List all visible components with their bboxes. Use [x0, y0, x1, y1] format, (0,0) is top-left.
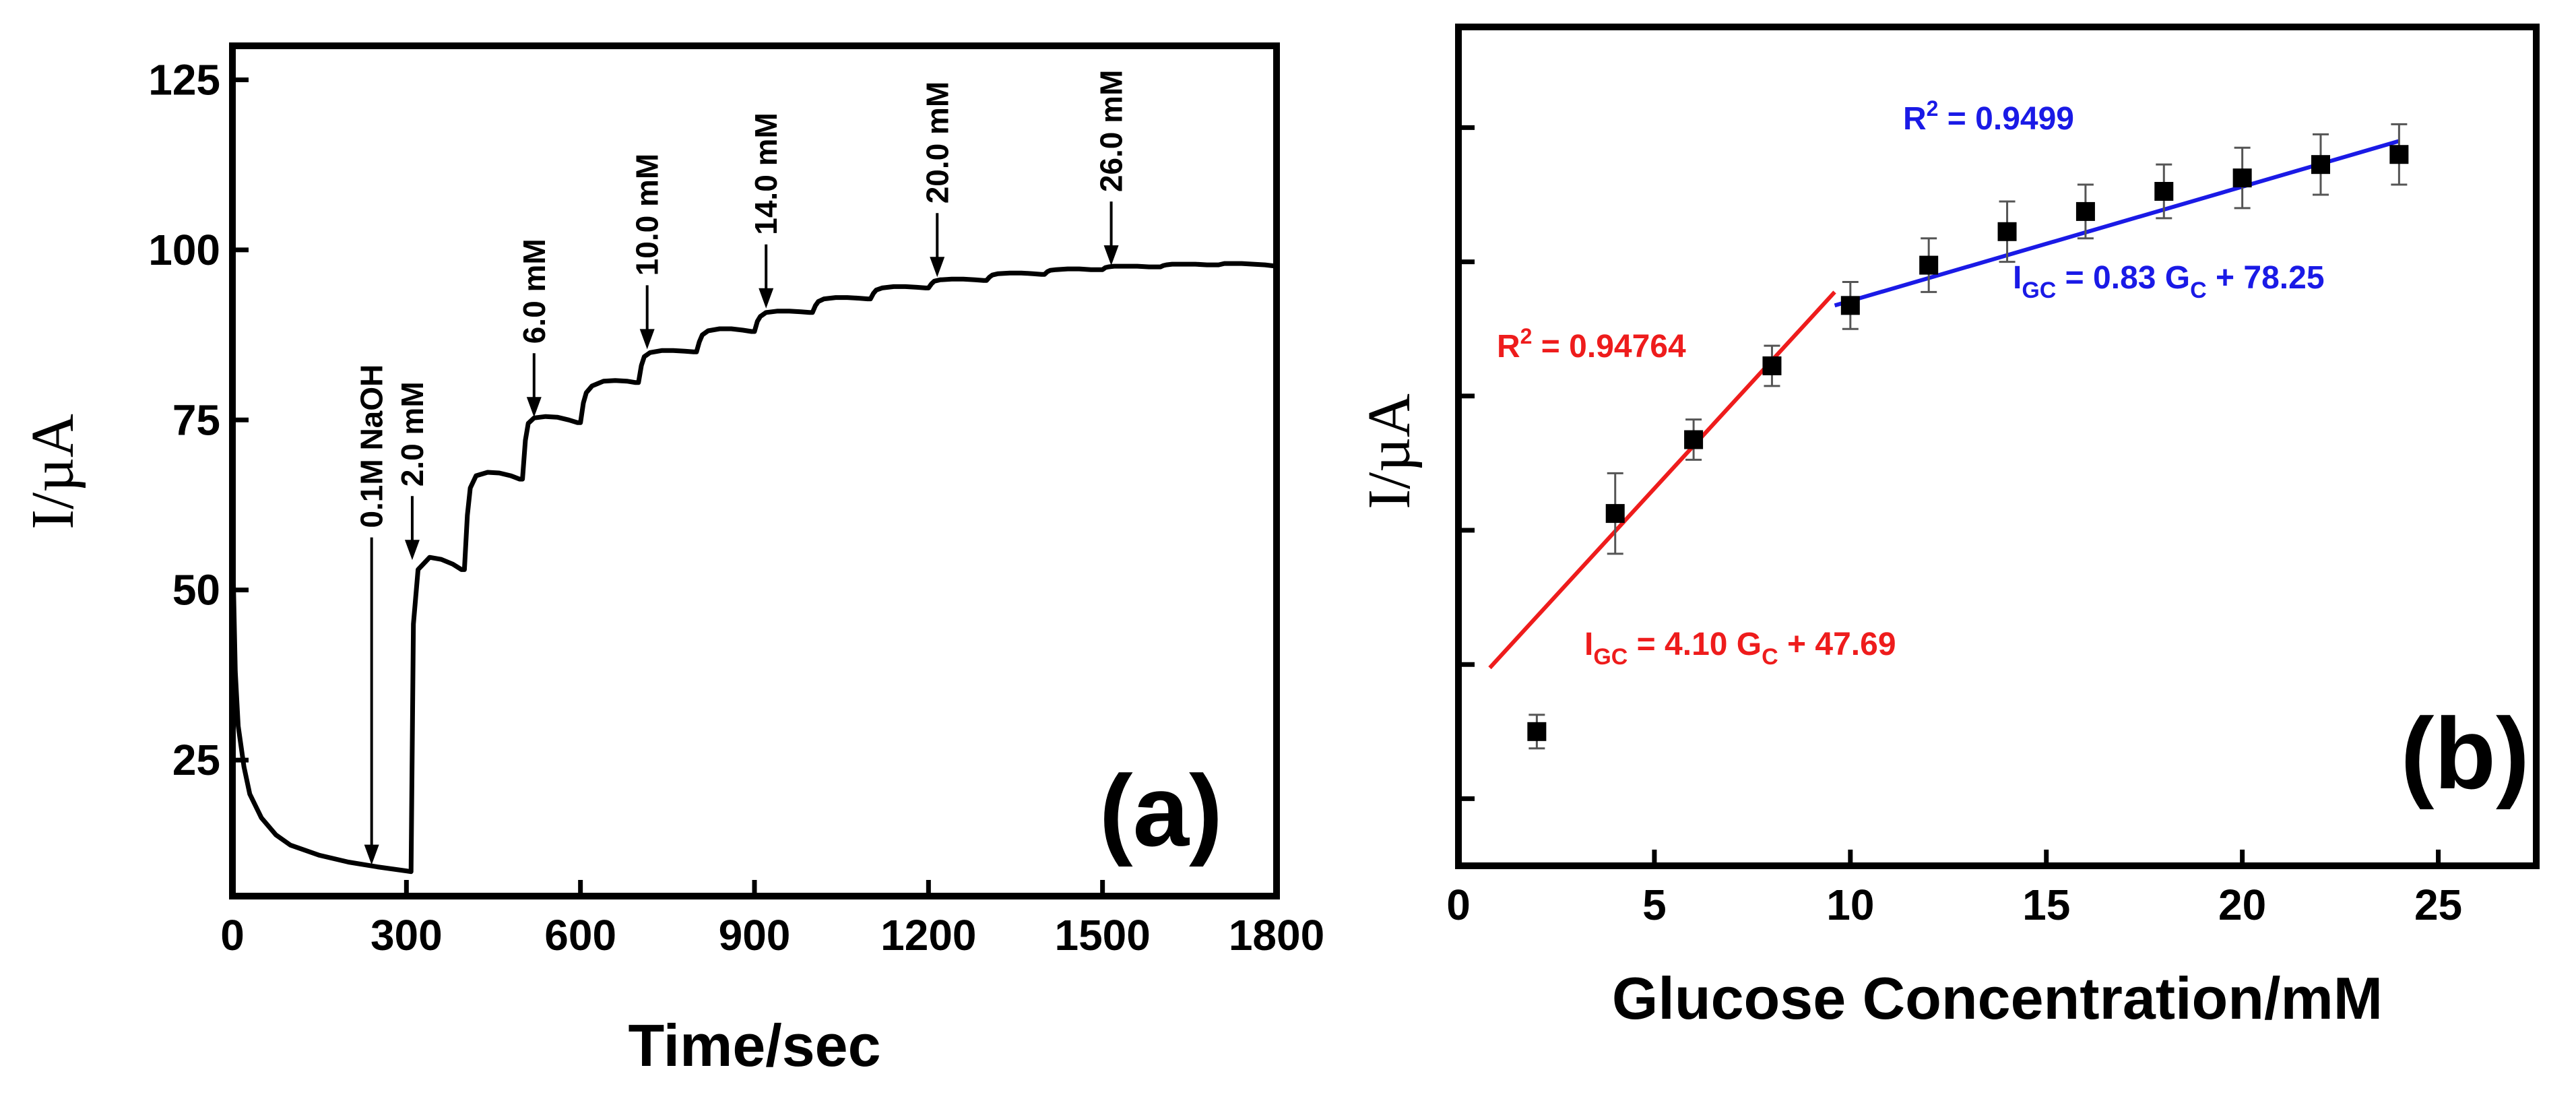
plot-frame-b — [1455, 24, 2540, 869]
annotation-label: 6.0 mM — [517, 239, 552, 344]
data-points — [1527, 123, 2409, 750]
x-tick-label-a: 900 — [719, 911, 791, 959]
x-tick-label-a: 1800 — [1229, 911, 1324, 959]
x-tick-label-a: 1200 — [880, 911, 976, 959]
y-tick-label-a: 50 — [172, 566, 220, 614]
annotation-arrowhead — [364, 844, 379, 865]
y-ticks-b — [1458, 125, 1475, 801]
data-point — [1997, 222, 2017, 241]
fit-lines — [1488, 139, 2400, 670]
y-axis-title-b: I/µA — [1356, 393, 1423, 509]
panel-label-b: (b) — [2400, 697, 2530, 810]
x-tick-label-b: 0 — [1446, 881, 1471, 929]
data-point — [2232, 168, 2252, 188]
annotation-arrowhead — [930, 257, 945, 278]
concentration-annotations: 0.1M NaOH 2.0 mM 6.0 mM 10.0 mM 14.0 mM 20.0 … — [354, 70, 1129, 865]
panel-a: 25 50 75 100 125 0 300 600 900 1200 1500 1800 0.1M… — [20, 42, 1324, 1079]
y-ticks-a: 25 50 75 100 125 — [148, 55, 249, 784]
data-point — [1919, 255, 1939, 275]
x-tick-label-b: 20 — [2218, 881, 2266, 929]
annotation-label: 10.0 mM — [630, 154, 665, 276]
data-point — [1684, 430, 1704, 449]
annotation-arrowhead — [404, 540, 420, 561]
fit-equation-high: IGC = 0.83 GC + 78.25 — [2013, 260, 2325, 303]
annotation-label: 26.0 mM — [1094, 70, 1129, 193]
y-tick-label-a: 75 — [172, 396, 220, 444]
annotation-label: 0.1M NaOH — [354, 365, 389, 528]
x-tick-label-a: 1500 — [1054, 911, 1150, 959]
fit-line-low — [1488, 290, 1836, 670]
x-tick-label-b: 10 — [1826, 881, 1874, 929]
annotation-arrowhead — [639, 329, 655, 350]
annotation-label: 20.0 mM — [920, 82, 955, 204]
y-tick-label-a: 100 — [148, 226, 220, 274]
x-tick-label-a: 0 — [220, 911, 245, 959]
x-tick-label-b: 25 — [2414, 881, 2462, 929]
current-trace-line — [230, 261, 1277, 875]
data-point — [2311, 155, 2330, 175]
annotation-label: 14.0 mM — [748, 113, 783, 235]
y-tick-label-a: 125 — [148, 55, 220, 104]
annotation-label: 2.0 mM — [395, 381, 430, 486]
x-ticks-b: 0 5 10 15 20 25 — [1446, 850, 2462, 929]
annotation-arrowhead — [1103, 245, 1119, 266]
x-tick-label-b: 5 — [1642, 881, 1667, 929]
data-point — [2154, 182, 2174, 201]
fit-equation-low: IGC = 4.10 GC + 47.69 — [1584, 627, 1896, 670]
panel-label-a: (a) — [1099, 754, 1223, 867]
panel-b: 0 5 10 15 20 25 IGC = 4.10 GC + 47.69 R2 = 0.… — [1356, 24, 2540, 1032]
annotation-arrowhead — [759, 288, 774, 309]
x-tick-label-b: 15 — [2022, 881, 2070, 929]
annotation-arrowhead — [526, 397, 542, 418]
x-axis-title-b: Glucose Concentration/mM — [1612, 965, 2383, 1032]
fit-r2-high: R2 = 0.9499 — [1903, 96, 2074, 137]
x-axis-title-a: Time/sec — [628, 1012, 880, 1079]
y-axis-title-a: I/µA — [20, 414, 86, 530]
x-tick-label-a: 300 — [371, 911, 443, 959]
data-point — [1605, 504, 1625, 524]
data-point — [1840, 296, 1860, 315]
x-tick-label-a: 600 — [544, 911, 616, 959]
x-ticks-a: 0 300 600 900 1200 1500 1800 — [220, 880, 1324, 959]
data-point — [2075, 201, 2095, 221]
y-tick-label-a: 25 — [172, 736, 220, 784]
data-point — [1762, 356, 1782, 375]
fit-r2-low: R2 = 0.94764 — [1497, 324, 1686, 365]
data-point — [1527, 722, 1547, 741]
data-point — [2389, 145, 2409, 164]
